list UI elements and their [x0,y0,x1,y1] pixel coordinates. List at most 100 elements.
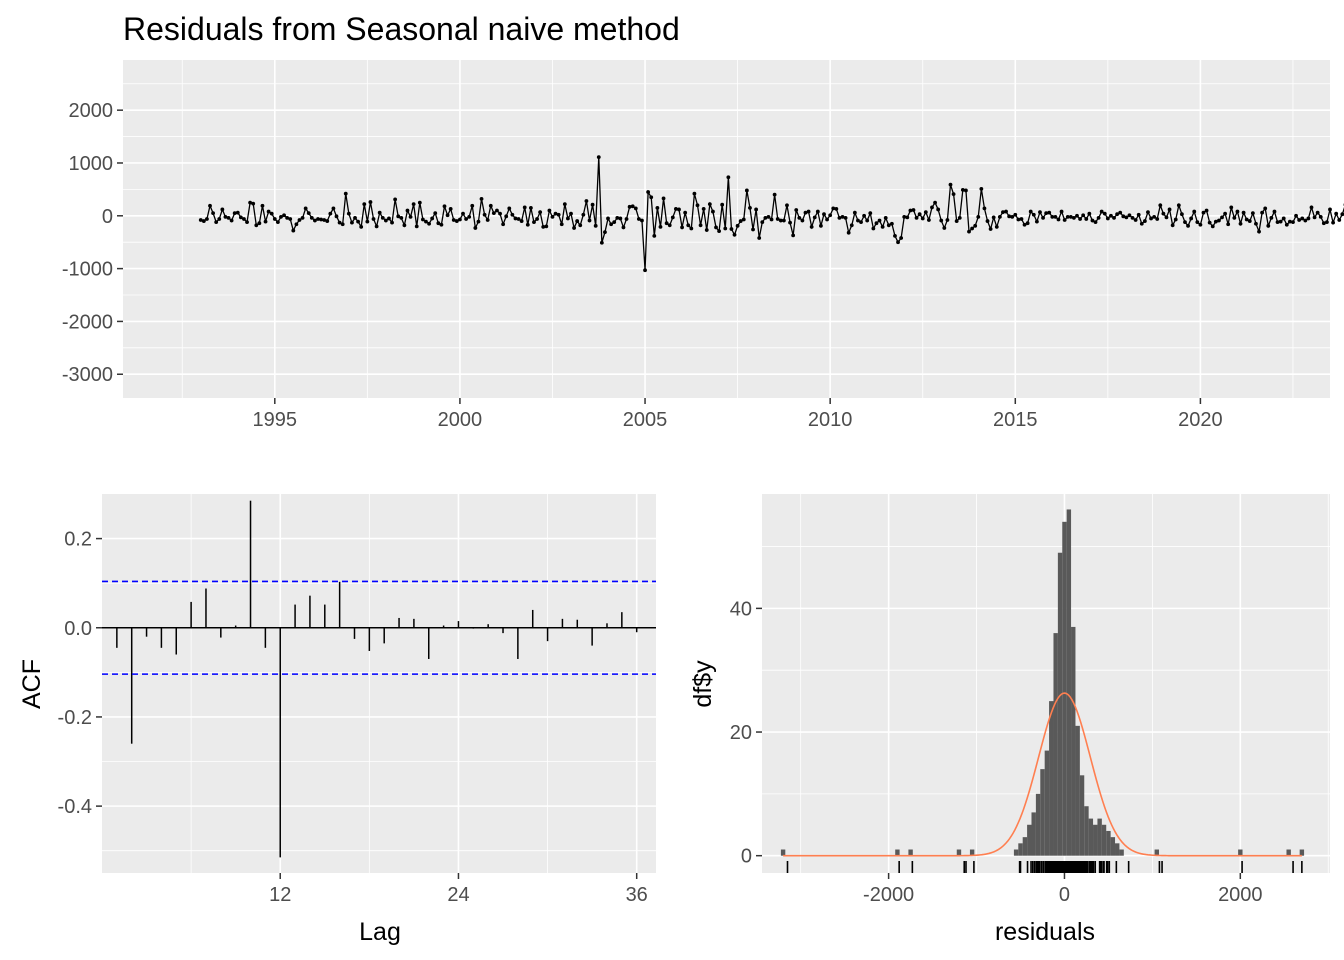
residual-point [664,221,669,226]
residual-point [208,203,212,208]
residual-point [689,226,694,231]
residual-point [680,225,684,230]
residual-point [590,202,595,207]
residual-point [1130,216,1135,220]
residual-point [1161,211,1166,216]
residual-point [578,223,583,228]
residual-point [766,214,771,219]
residual-point [279,214,283,219]
residual-point [1022,222,1027,227]
residual-point [636,217,641,221]
residual-point [1303,218,1308,223]
y-tick-label: 40 [730,598,752,620]
residual-point [482,212,487,217]
chart-title: Residuals from Seasonal naive method [123,11,680,47]
residual-point [930,205,934,210]
residual-point [979,186,984,191]
x-tick-label: 1995 [253,409,298,431]
residual-point [917,212,922,217]
residual-point [300,216,305,220]
residual-point [711,209,715,214]
residual-point [346,211,351,216]
histogram-bar [1022,837,1028,856]
residual-point [214,220,219,225]
residual-point [871,226,876,231]
residual-point [587,218,592,223]
residual-point [1072,216,1076,220]
residual-point [467,214,472,219]
residual-point [831,206,836,211]
residual-point [337,220,342,225]
residual-point [880,224,885,229]
residual-point [760,220,765,225]
residual-point [1112,216,1116,220]
residual-point [960,188,965,192]
residual-point [1312,215,1317,220]
residual-point [655,205,660,210]
histogram-bar [1106,830,1111,856]
residual-point [1220,215,1224,220]
residual-point [1170,223,1175,228]
residual-point [316,217,320,221]
histogram-bar [1075,725,1080,856]
residual-point [751,227,755,232]
residual-point [886,223,891,228]
residual-point [238,215,243,220]
residual-point [1007,214,1012,219]
residual-point [674,207,678,211]
residual-point [834,207,839,211]
residual-point [692,191,697,196]
histogram-bar [1154,849,1159,856]
residual-point [368,200,373,204]
histogram-bar [1040,769,1045,856]
residual-point [819,223,823,228]
residual-point [630,204,635,209]
residual-point [593,223,598,228]
residual-point [896,240,900,245]
residual-point [458,217,462,222]
residual-point [1004,209,1008,214]
residual-point [297,218,302,222]
residual-point [309,216,314,220]
histogram-bar [956,849,962,856]
residual-point [1158,203,1163,208]
residual-point [513,216,518,221]
residual-point [812,215,817,220]
residual-point [393,197,398,202]
residual-point [778,218,783,223]
residual-point [1155,217,1160,221]
residual-point [852,210,857,215]
histogram-bar [1079,775,1085,856]
residual-point [1223,211,1227,216]
residual-point [1127,213,1132,218]
histogram-bar [1044,750,1050,856]
residual-point [402,223,407,228]
residual-point [353,216,357,220]
residual-point [1124,215,1129,220]
residual-point [257,221,262,226]
residual-point [1164,215,1169,220]
residual-point [686,223,691,228]
residual-point [846,230,851,235]
histogram-bar [1066,509,1072,856]
residual-point [1136,212,1141,217]
residual-point [294,222,299,227]
residual-point [340,222,345,227]
residual-point [828,213,833,218]
residual-point [942,226,947,230]
histogram-bar [908,849,913,856]
histogram-bar [1035,793,1041,856]
residual-point [476,219,481,224]
histogram-plot: 0 20 40 -2000 0 2000 residuals df$y [689,494,1330,946]
acf-bars [102,500,656,858]
residual-line [200,157,1344,271]
residual-point [362,202,367,207]
y-tick-label: -3000 [62,364,113,386]
residual-point [1176,203,1181,208]
residual-point [1028,209,1033,214]
residual-point [528,205,533,210]
residual-point [1183,220,1187,225]
residual-timeseries-plot: Residuals from Seasonal naive method -30… [62,11,1344,431]
histogram-bar [1013,849,1019,856]
residual-point [862,213,867,218]
